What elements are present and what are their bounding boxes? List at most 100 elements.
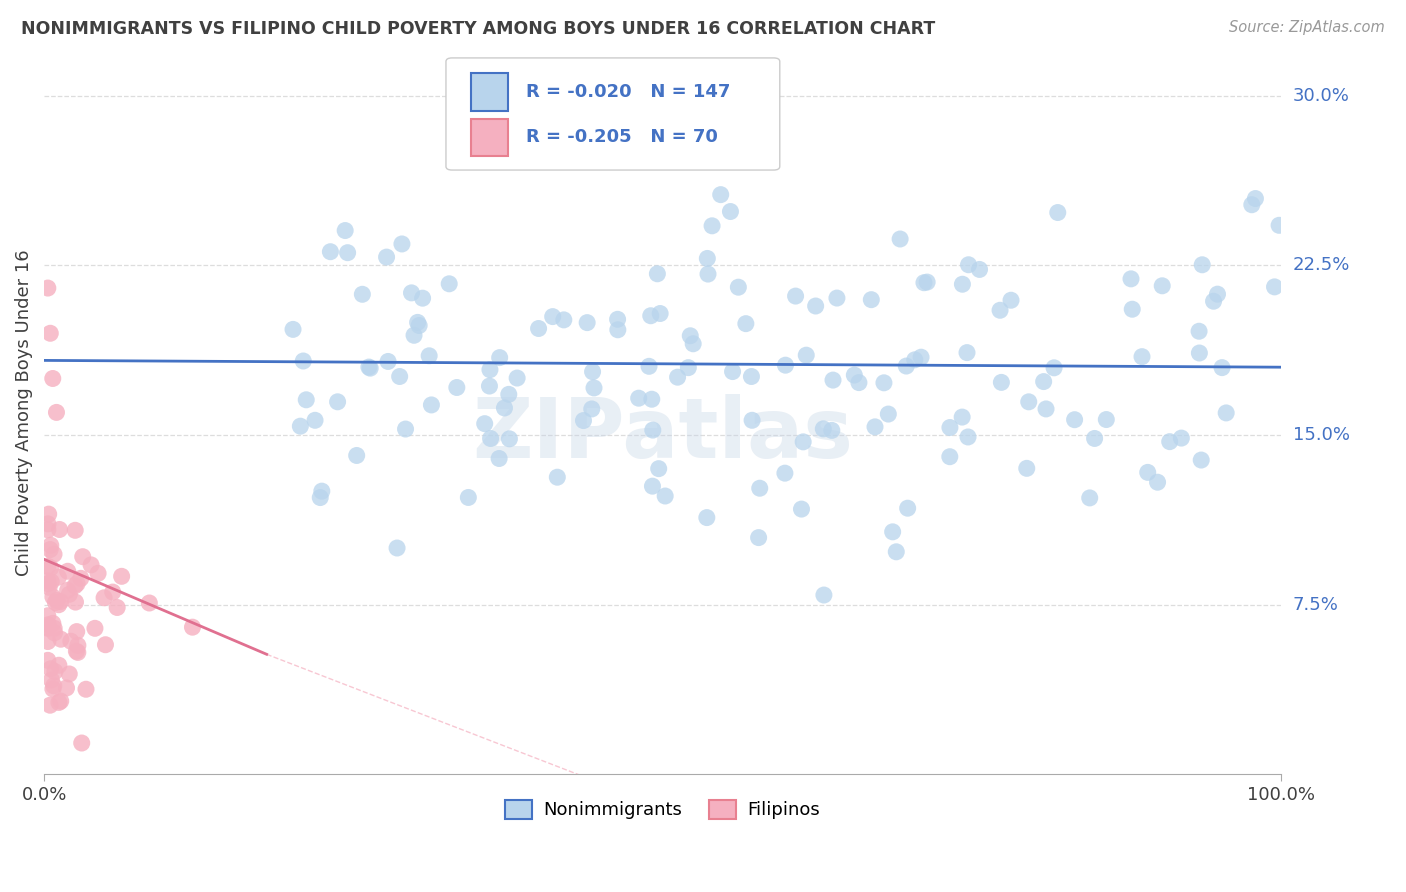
Point: [65, 644, 87, 658]
Point: [606, 312, 628, 326]
Point: [45, 405, 67, 419]
Point: [641, 392, 664, 407]
Point: [41, 673, 63, 687]
Point: [697, 267, 720, 281]
Point: [581, 401, 603, 416]
Point: [70, 736, 93, 750]
Point: [488, 351, 510, 365]
Point: [58, 667, 80, 681]
Point: [641, 479, 664, 493]
Point: [1136, 466, 1159, 480]
Point: [897, 501, 920, 516]
Point: [679, 328, 702, 343]
Point: [38, 580, 60, 594]
Point: [873, 376, 896, 390]
Point: [292, 354, 315, 368]
Point: [56, 583, 79, 598]
Point: [775, 358, 797, 372]
Point: [352, 287, 374, 301]
Point: [844, 368, 866, 383]
Point: [37, 281, 59, 295]
Point: [1078, 491, 1101, 505]
Point: [75, 682, 97, 697]
Point: [1206, 287, 1229, 301]
Point: [80, 558, 103, 572]
Point: [546, 470, 568, 484]
Point: [576, 316, 599, 330]
Point: [1268, 219, 1291, 233]
Point: [49, 632, 72, 647]
Point: [813, 422, 835, 436]
Point: [37, 634, 59, 648]
Point: [647, 461, 669, 475]
Point: [804, 299, 827, 313]
Point: [748, 481, 770, 495]
Text: 7.5%: 7.5%: [1294, 596, 1339, 614]
Point: [1146, 475, 1168, 490]
Point: [326, 394, 349, 409]
Point: [1240, 198, 1263, 212]
Point: [44, 665, 66, 679]
Point: [710, 187, 733, 202]
Point: [863, 420, 886, 434]
Point: [727, 280, 749, 294]
Point: [1170, 431, 1192, 445]
Point: [1244, 192, 1267, 206]
Point: [49, 594, 72, 608]
Point: [1035, 401, 1057, 416]
Point: [488, 451, 510, 466]
Point: [1046, 205, 1069, 219]
Point: [1211, 360, 1233, 375]
Point: [896, 359, 918, 373]
Point: [1015, 461, 1038, 475]
Point: [773, 466, 796, 480]
Point: [69, 571, 91, 585]
Text: R = -0.020   N = 147: R = -0.020 N = 147: [526, 83, 731, 101]
Point: [498, 387, 520, 401]
Legend: Nonimmigrants, Filipinos: Nonimmigrants, Filipinos: [498, 793, 827, 827]
Point: [39, 542, 62, 557]
Point: [457, 491, 479, 505]
Point: [420, 398, 443, 412]
Point: [87, 566, 110, 581]
Point: [821, 423, 844, 437]
Point: [666, 370, 689, 384]
Point: [105, 600, 128, 615]
Point: [494, 401, 516, 415]
Point: [813, 588, 835, 602]
Point: [647, 267, 669, 281]
Point: [401, 285, 423, 300]
Point: [740, 369, 762, 384]
Point: [58, 587, 80, 601]
Point: [1189, 453, 1212, 467]
Point: [44, 595, 66, 609]
Point: [1032, 375, 1054, 389]
Point: [696, 510, 718, 524]
Text: R = -0.205   N = 70: R = -0.205 N = 70: [526, 128, 718, 146]
Point: [638, 359, 661, 374]
Point: [720, 204, 742, 219]
Point: [39, 662, 62, 676]
Point: [42, 590, 65, 604]
Point: [45, 593, 67, 607]
Point: [37, 559, 59, 574]
Point: [939, 450, 962, 464]
Point: [346, 449, 368, 463]
Point: [42, 616, 65, 631]
Point: [721, 365, 744, 379]
Y-axis label: Child Poverty Among Boys Under 16: Child Poverty Among Boys Under 16: [15, 249, 32, 575]
Point: [281, 322, 304, 336]
Point: [1215, 406, 1237, 420]
Point: [952, 277, 974, 292]
Point: [48, 598, 70, 612]
Text: 15.0%: 15.0%: [1294, 426, 1350, 444]
Point: [478, 362, 501, 376]
Point: [794, 348, 817, 362]
Point: [66, 645, 89, 659]
Point: [42, 679, 65, 693]
Point: [394, 422, 416, 436]
Point: [44, 621, 66, 635]
Bar: [471, 119, 508, 156]
Point: [48, 695, 70, 709]
Point: [309, 491, 332, 505]
